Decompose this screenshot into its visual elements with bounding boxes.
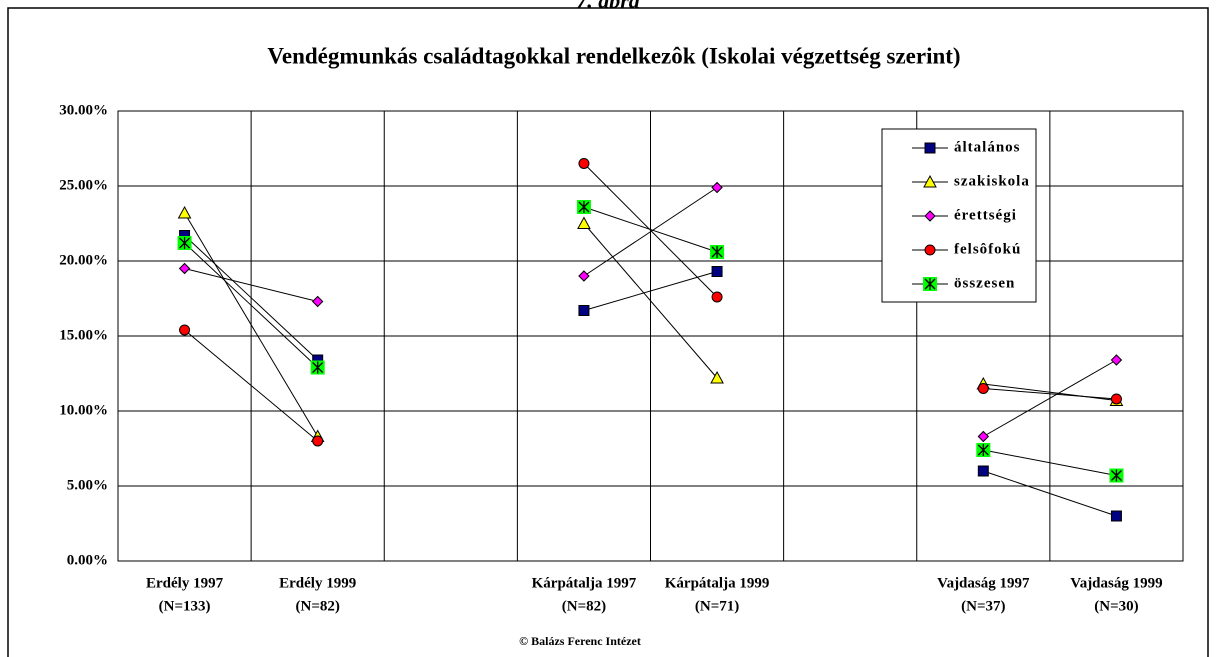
marker [1110, 510, 1122, 522]
x-tick-label: Kárpátalja 1999 [665, 575, 770, 591]
legend-label: általános [954, 139, 1021, 155]
x-tick-label: (N=82) [562, 598, 606, 614]
marker [924, 210, 936, 222]
marker [310, 360, 325, 375]
chart-title: Vendégmunkás családtagokkal rendelkezôk … [267, 43, 960, 68]
marker [977, 430, 990, 443]
y-tick-label: 30.00% [59, 102, 108, 118]
marker [578, 270, 590, 282]
marker [1109, 468, 1124, 483]
x-tick-label: Vajdaság 1999 [1070, 575, 1162, 591]
marker [577, 216, 591, 229]
marker-star [924, 278, 936, 290]
marker [923, 277, 937, 291]
legend-box [881, 128, 1037, 303]
y-tick-label: 25.00% [59, 177, 108, 193]
marker [311, 295, 324, 308]
marker [923, 174, 937, 188]
marker [924, 244, 936, 256]
x-tick-label: (N=37) [961, 598, 1005, 614]
y-tick-label: 20.00% [59, 252, 108, 268]
marker [576, 200, 591, 214]
x-tick-label: (N=82) [296, 598, 340, 614]
legend-label: érettségi [954, 207, 1017, 223]
x-tick-label: Kárpátalja 1997 [532, 575, 637, 591]
y-tick-label: 5.00% [67, 477, 108, 493]
x-tick-label: Erdély 1997 [146, 575, 224, 591]
legend-label: szakiskola [954, 173, 1030, 189]
marker [179, 324, 191, 336]
x-tick-label: Erdély 1999 [279, 575, 356, 591]
marker [976, 443, 991, 457]
marker [710, 370, 724, 384]
marker [977, 465, 989, 477]
marker-star [578, 201, 590, 213]
x-tick-label: (N=30) [1094, 598, 1138, 614]
marker [710, 245, 725, 259]
series-line [184, 187, 1117, 437]
marker-star [179, 237, 191, 249]
marker [578, 305, 590, 316]
marker-star [977, 444, 989, 456]
x-tick-label: (N=133) [159, 598, 211, 614]
marker-star [711, 246, 723, 258]
y-tick-label: 15.00% [59, 327, 108, 343]
marker [578, 158, 590, 169]
marker [1110, 393, 1122, 405]
marker-star [312, 361, 324, 374]
marker-star [1110, 469, 1122, 482]
marker [977, 383, 989, 394]
marker [1110, 354, 1123, 366]
marker [177, 205, 192, 219]
marker [711, 291, 723, 303]
series-line [184, 163, 1117, 442]
x-tick-label: Vajdaság 1997 [937, 575, 1030, 591]
marker [711, 181, 723, 194]
marker [178, 262, 191, 275]
legend-label: felsôfokú [954, 241, 1021, 257]
x-tick-label: (N=71) [695, 598, 739, 614]
figure-label: 7. ábra [576, 0, 640, 13]
marker [924, 142, 936, 154]
series-line [184, 235, 1117, 517]
legend-label: összesen [954, 275, 1015, 291]
marker [177, 236, 192, 250]
footer: © Balázs Ferenc Intézet [519, 634, 641, 648]
y-tick-label: 10.00% [59, 402, 108, 418]
series-line [184, 206, 1117, 476]
marker [711, 266, 723, 277]
marker [312, 435, 324, 447]
y-tick-label: 0.00% [67, 552, 108, 568]
